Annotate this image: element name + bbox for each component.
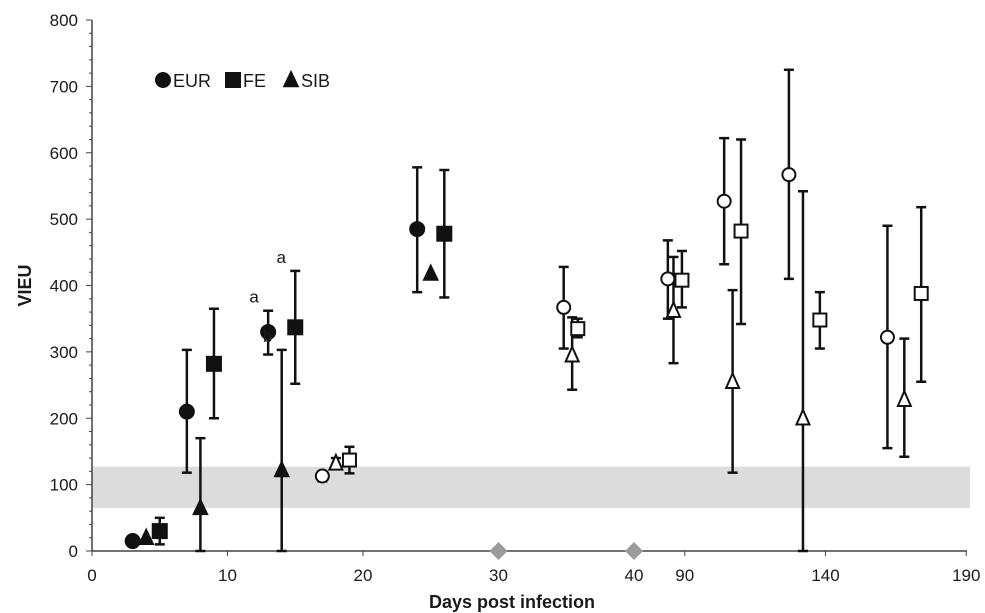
point-eur	[879, 329, 895, 345]
significance-label: b	[263, 327, 272, 346]
y-tick-label: 500	[50, 210, 78, 229]
point-fe	[205, 355, 222, 372]
x-tick-label: 190	[952, 566, 980, 585]
point-fe	[733, 223, 749, 239]
x-tick-label: 140	[811, 566, 839, 585]
x-tick-label: 30	[489, 566, 508, 585]
x-tick-label: 0	[87, 566, 96, 585]
y-tick-label: 700	[50, 77, 78, 96]
point-sib	[192, 497, 209, 516]
point-sib	[564, 344, 581, 363]
point-sib	[422, 263, 440, 281]
point-fe	[436, 225, 453, 242]
y-tick-label: 300	[50, 343, 78, 362]
point-fe	[151, 523, 168, 540]
point-eur	[781, 167, 797, 183]
significance-label: a	[249, 288, 259, 307]
point-eur	[260, 323, 277, 340]
point-sib	[327, 452, 344, 471]
y-tick-label: 800	[50, 11, 78, 30]
point-eur	[124, 533, 141, 550]
point-eur	[716, 193, 732, 209]
point-sib	[794, 407, 812, 426]
legend-marker-eur	[155, 72, 171, 88]
point-sib	[665, 299, 682, 319]
y-axis-title: VIEU	[15, 264, 35, 306]
point-sib	[896, 388, 913, 407]
point-eur	[409, 221, 426, 238]
axis-break-diamond	[625, 542, 643, 560]
point-fe	[913, 285, 929, 301]
legend-marker-fe	[225, 72, 241, 88]
legend-label-fe: FE	[243, 71, 266, 91]
point-eur	[660, 271, 676, 287]
x-tick-label: 90	[675, 566, 694, 585]
x-tick-label: 10	[218, 566, 237, 585]
y-tick-label: 0	[69, 542, 78, 561]
y-tick-label: 600	[50, 144, 78, 163]
point-fe	[570, 321, 586, 337]
point-fe	[674, 272, 690, 288]
point-sib	[724, 370, 741, 390]
significance-label: a	[277, 248, 287, 267]
point-sib	[273, 459, 290, 478]
legend-marker-sib	[282, 69, 300, 88]
y-tick-label: 400	[50, 277, 78, 296]
point-eur	[556, 299, 572, 315]
point-fe	[287, 319, 304, 336]
point-eur	[314, 468, 330, 484]
legend-label-eur: EUR	[173, 71, 211, 91]
y-tick-label: 200	[50, 409, 78, 428]
x-axis-title: Days post infection	[429, 592, 595, 612]
point-fe	[341, 452, 357, 468]
legend-label-sib: SIB	[301, 71, 330, 91]
reference-band	[92, 466, 970, 508]
axis-break-diamond	[489, 542, 508, 560]
x-tick-label: 40	[625, 566, 644, 585]
y-tick-label: 100	[50, 476, 78, 495]
point-sib	[137, 527, 155, 545]
point-fe	[812, 312, 828, 328]
point-eur	[178, 403, 195, 420]
x-tick-label: 20	[354, 566, 373, 585]
